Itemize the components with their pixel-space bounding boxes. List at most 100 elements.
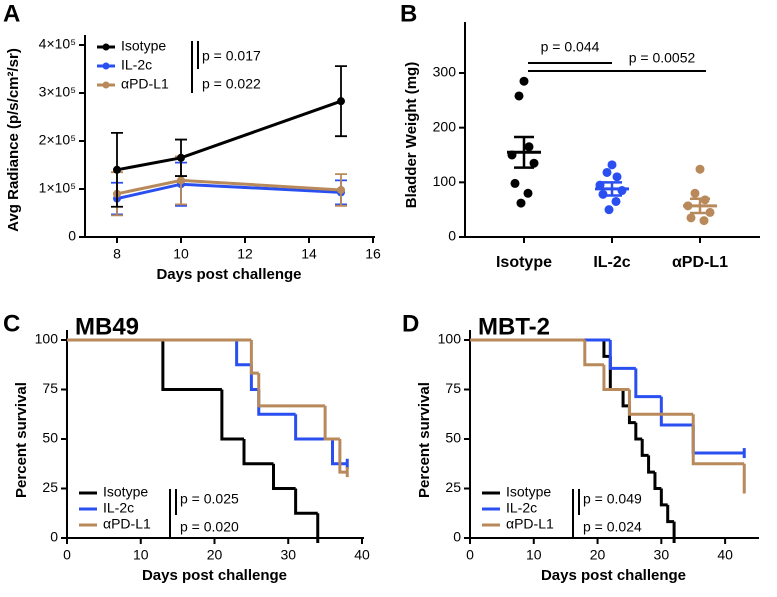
- x-tick-label: 16: [365, 246, 381, 262]
- x-tick-label: 8: [113, 246, 121, 262]
- y-tick-label: 2×10⁵: [39, 132, 76, 148]
- y-tick-label: 75: [445, 380, 461, 396]
- y-tick-label: 0: [68, 228, 76, 244]
- point: [612, 172, 622, 182]
- step: [294, 488, 318, 515]
- step: [608, 340, 636, 370]
- legend-marker: [102, 81, 110, 89]
- marker: [177, 153, 185, 162]
- step: [608, 356, 624, 391]
- x-tick-label: 20: [590, 547, 606, 563]
- legend-marker: [102, 43, 110, 51]
- chart-title: MB49: [75, 313, 139, 340]
- step: [602, 364, 630, 391]
- step: [583, 340, 604, 367]
- p-value: p = 0.025: [180, 491, 239, 507]
- marker: [337, 97, 345, 106]
- point: [524, 142, 534, 152]
- p-value: p = 0.024: [583, 519, 642, 535]
- step: [634, 422, 643, 441]
- point: [516, 198, 526, 208]
- panel-label: B: [400, 0, 417, 27]
- y-tick-label: 100: [433, 173, 457, 189]
- x-axis-label: Days post challenge: [156, 266, 301, 283]
- legend-label: IL-2c: [121, 57, 152, 73]
- error-bar: [690, 197, 710, 215]
- x-tick-label: 30: [654, 547, 670, 563]
- step: [338, 439, 348, 474]
- y-tick-label: 0: [448, 228, 456, 244]
- step: [691, 414, 738, 466]
- x-tick-label: IL-2c: [593, 254, 630, 271]
- point: [529, 158, 539, 168]
- step: [621, 389, 630, 408]
- point: [602, 167, 612, 177]
- point: [523, 188, 533, 198]
- y-tick-label: 25: [42, 479, 58, 495]
- legend-label: IL-2c: [506, 500, 537, 516]
- step: [647, 455, 655, 474]
- y-tick-label: 200: [433, 118, 457, 134]
- marker: [177, 176, 185, 185]
- error-bar: [602, 181, 622, 197]
- step: [653, 472, 662, 490]
- y-axis-label: Avg Radiance (p/s/cm²/sr): [5, 48, 22, 232]
- step: [161, 340, 222, 391]
- legend-label: Isotype: [506, 484, 551, 500]
- x-axis-label: Days post challenge: [142, 567, 287, 584]
- y-tick-label: 50: [445, 430, 461, 446]
- legend-label: Isotype: [103, 484, 148, 500]
- step: [659, 396, 694, 427]
- y-tick-label: 0: [453, 529, 461, 545]
- step: [249, 340, 259, 375]
- error-bar: [514, 135, 534, 169]
- step: [627, 389, 694, 416]
- step: [602, 340, 611, 358]
- y-axis-label: Percent survival: [13, 382, 30, 498]
- point: [617, 186, 627, 196]
- point: [686, 213, 696, 223]
- x-tick-label: 12: [237, 246, 253, 262]
- p-value: p = 0.022: [202, 76, 261, 92]
- y-axis-label: Percent survival: [416, 382, 433, 498]
- legend-label: Isotype: [121, 38, 166, 54]
- x-tick-label: αPD-L1: [672, 254, 728, 271]
- step: [634, 368, 662, 399]
- y-tick-label: 300: [433, 64, 457, 80]
- y-tick-label: 25: [445, 479, 461, 495]
- step: [640, 439, 649, 457]
- x-tick-label: 40: [717, 547, 733, 563]
- step: [257, 373, 326, 408]
- legend-label: αPD-L1: [103, 516, 151, 532]
- step: [659, 488, 668, 507]
- step: [257, 389, 296, 416]
- y-tick-label: 100: [438, 331, 462, 347]
- step: [272, 463, 296, 490]
- y-tick-label: 3×10⁵: [39, 84, 76, 100]
- x-tick-label: 10: [133, 547, 149, 563]
- legend-label: IL-2c: [103, 500, 134, 516]
- x-tick-label: 30: [280, 547, 296, 563]
- p-value: p = 0.044: [541, 39, 600, 55]
- panel-label: C: [3, 310, 20, 337]
- point: [510, 178, 520, 188]
- point: [514, 91, 524, 101]
- x-tick-label: 0: [63, 547, 71, 563]
- y-tick-label: 50: [42, 430, 58, 446]
- legend-marker: [102, 62, 110, 70]
- p-value: p = 0.0052: [629, 50, 696, 66]
- step: [666, 504, 675, 524]
- step: [691, 424, 745, 455]
- marker: [337, 185, 345, 194]
- point: [699, 216, 709, 226]
- step: [294, 414, 333, 441]
- x-tick-label: 0: [466, 547, 474, 563]
- step: [331, 439, 348, 466]
- marker: [113, 165, 121, 174]
- y-tick-label: 0: [50, 529, 58, 545]
- x-tick-label: 10: [173, 246, 189, 262]
- point: [607, 160, 617, 170]
- p-value: p = 0.020: [180, 519, 239, 535]
- step: [235, 340, 252, 367]
